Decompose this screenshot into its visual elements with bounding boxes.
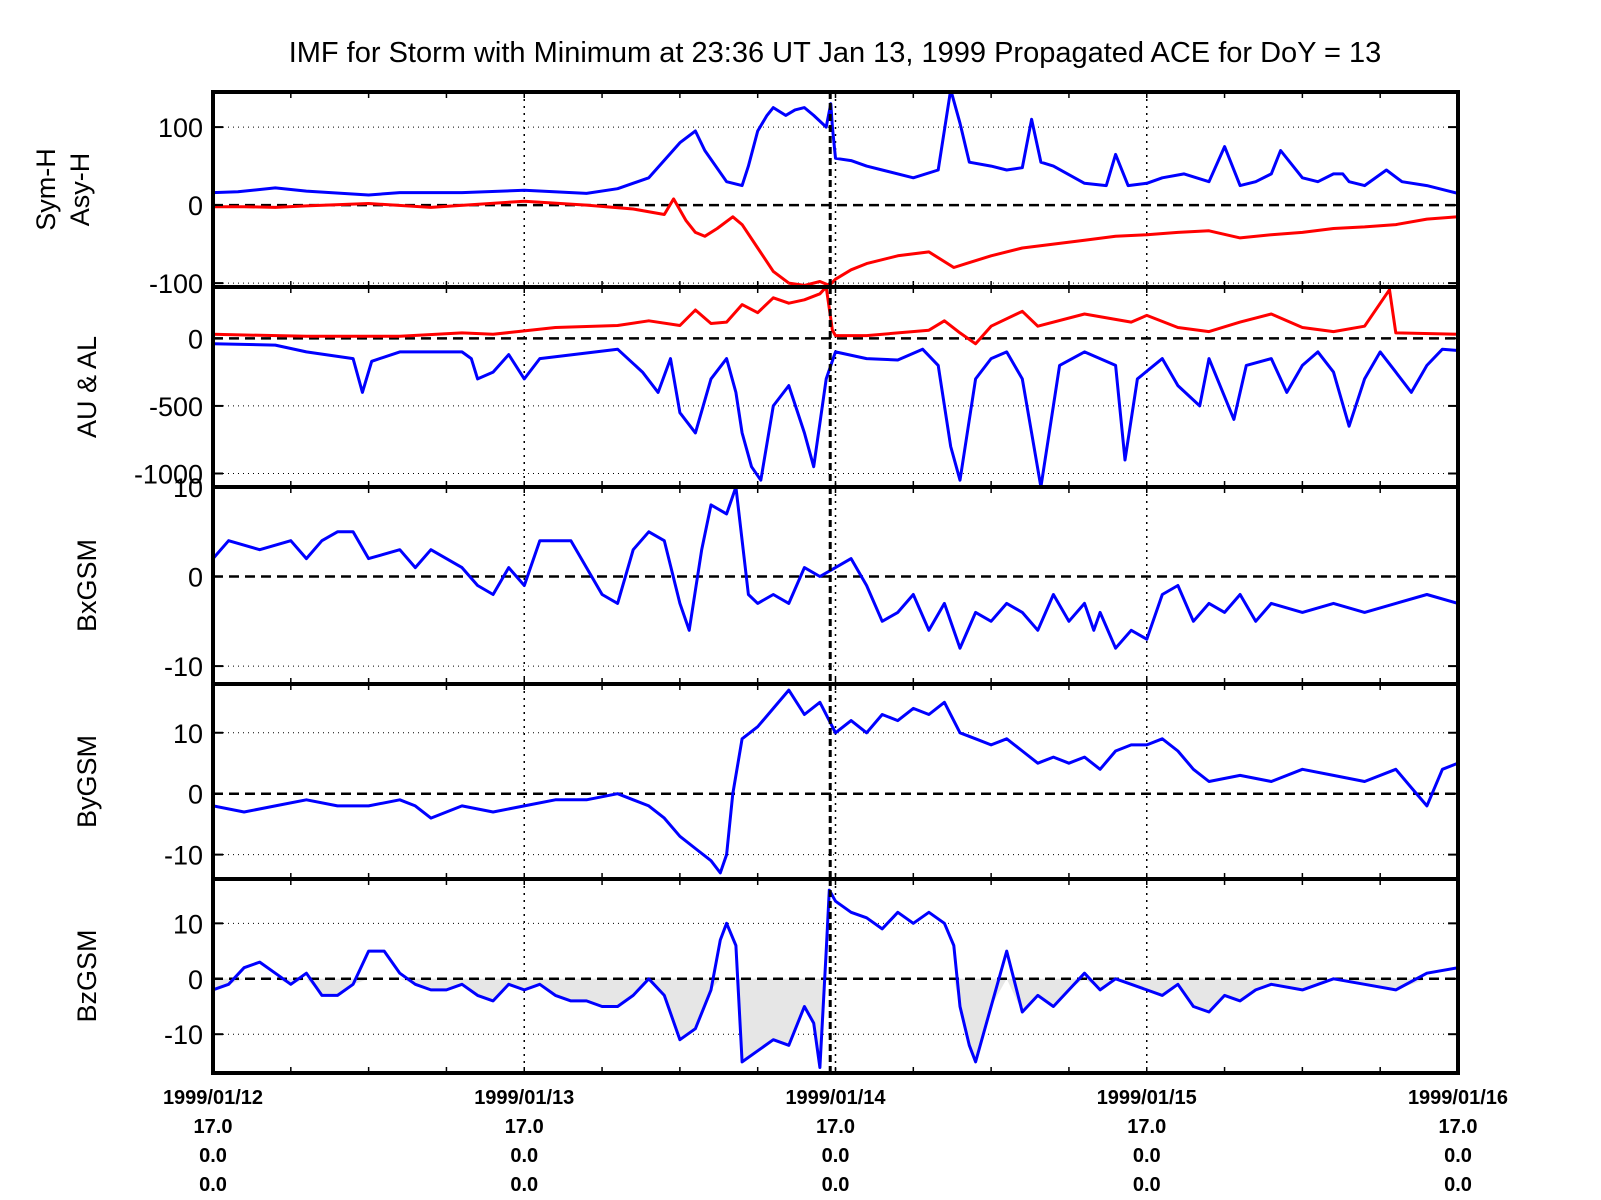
x-tick-label: 0.0	[822, 1174, 850, 1196]
panel-symh: 100 0 -100 Sym-H Asy-H	[31, 90, 1460, 299]
chart-title: IMF for Storm with Minimum at 23:36 UT J…	[289, 37, 1382, 69]
x-tick-label: 0.0	[1133, 1174, 1161, 1196]
series-line-aual-1	[213, 342, 1458, 487]
bz-negative-shade	[213, 978, 1458, 1068]
y-tick-label: -10	[164, 1020, 203, 1050]
y-tick-label: 0	[188, 965, 203, 995]
y-tick-label: 0	[188, 324, 203, 354]
x-tick-label: 17.0	[1127, 1116, 1166, 1138]
y-tick-label: 0	[188, 780, 203, 810]
y-axis-label: BxGSM	[72, 539, 102, 632]
series-line-symh-1	[213, 197, 1458, 287]
x-tick-label: 0.0	[510, 1174, 538, 1196]
x-tick-label: 1999/01/16	[1408, 1087, 1508, 1109]
series-line-by-0	[213, 688, 1458, 875]
x-tick-label: 0.0	[199, 1174, 227, 1196]
y-tick-label: 10	[173, 909, 203, 939]
panel-bz: 10 0 -10 BzGSM	[72, 877, 1460, 1075]
panel-aual: 0 -500 -1000 AU & AL	[72, 285, 1460, 489]
x-tick-label: 17.0	[505, 1116, 544, 1138]
x-tick-label: 17.0	[816, 1116, 855, 1138]
y-tick-label: 100	[158, 113, 203, 143]
series-line-bx-0	[213, 487, 1458, 650]
y-tick-label: -10	[164, 652, 203, 682]
y-axis-label: Sym-H	[31, 148, 61, 231]
x-tick-label: 1999/01/12	[163, 1087, 263, 1109]
y-tick-label: 10	[173, 473, 203, 503]
y-axis-label: AU & AL	[72, 336, 102, 438]
y-tick-label: 0	[188, 563, 203, 593]
series-line-bz-0	[213, 888, 1458, 1069]
series-line-symh-0	[213, 92, 1458, 197]
panel-bx: 10 0 -10 BxGSM	[72, 473, 1460, 686]
y-axis-label: Asy-H	[65, 153, 95, 227]
x-tick-label: 1999/01/13	[474, 1087, 574, 1109]
series-line-aual-0	[213, 287, 1458, 346]
y-tick-label: -100	[149, 269, 203, 299]
x-tick-label: 0.0	[822, 1145, 850, 1167]
x-tick-label: 0.0	[1444, 1174, 1472, 1196]
y-tick-label: -1000	[134, 459, 203, 489]
x-tick-label: 1999/01/15	[1097, 1087, 1197, 1109]
y-tick-label: -10	[164, 841, 203, 871]
x-tick-label: 17.0	[194, 1116, 233, 1138]
x-tick-label: 0.0	[1444, 1145, 1472, 1167]
y-tick-label: 0	[188, 191, 203, 221]
x-tick-label: 17.0	[1439, 1116, 1478, 1138]
x-tick-label: 1999/01/14	[785, 1087, 886, 1109]
y-tick-label: -500	[149, 392, 203, 422]
x-tick-label: 0.0	[510, 1145, 538, 1167]
x-axis-labels: 1999/01/12 17.0 0.0 0.0 1999/01/13 17.0 0.0 0.0…	[163, 1087, 1508, 1196]
x-tick-label: 0.0	[199, 1145, 227, 1167]
y-tick-label: 10	[173, 719, 203, 749]
x-tick-label: 0.0	[1133, 1145, 1161, 1167]
panel-by: 10 0 -10 ByGSM	[72, 682, 1460, 881]
y-axis-label: BzGSM	[72, 929, 102, 1022]
y-axis-label: ByGSM	[72, 735, 102, 828]
